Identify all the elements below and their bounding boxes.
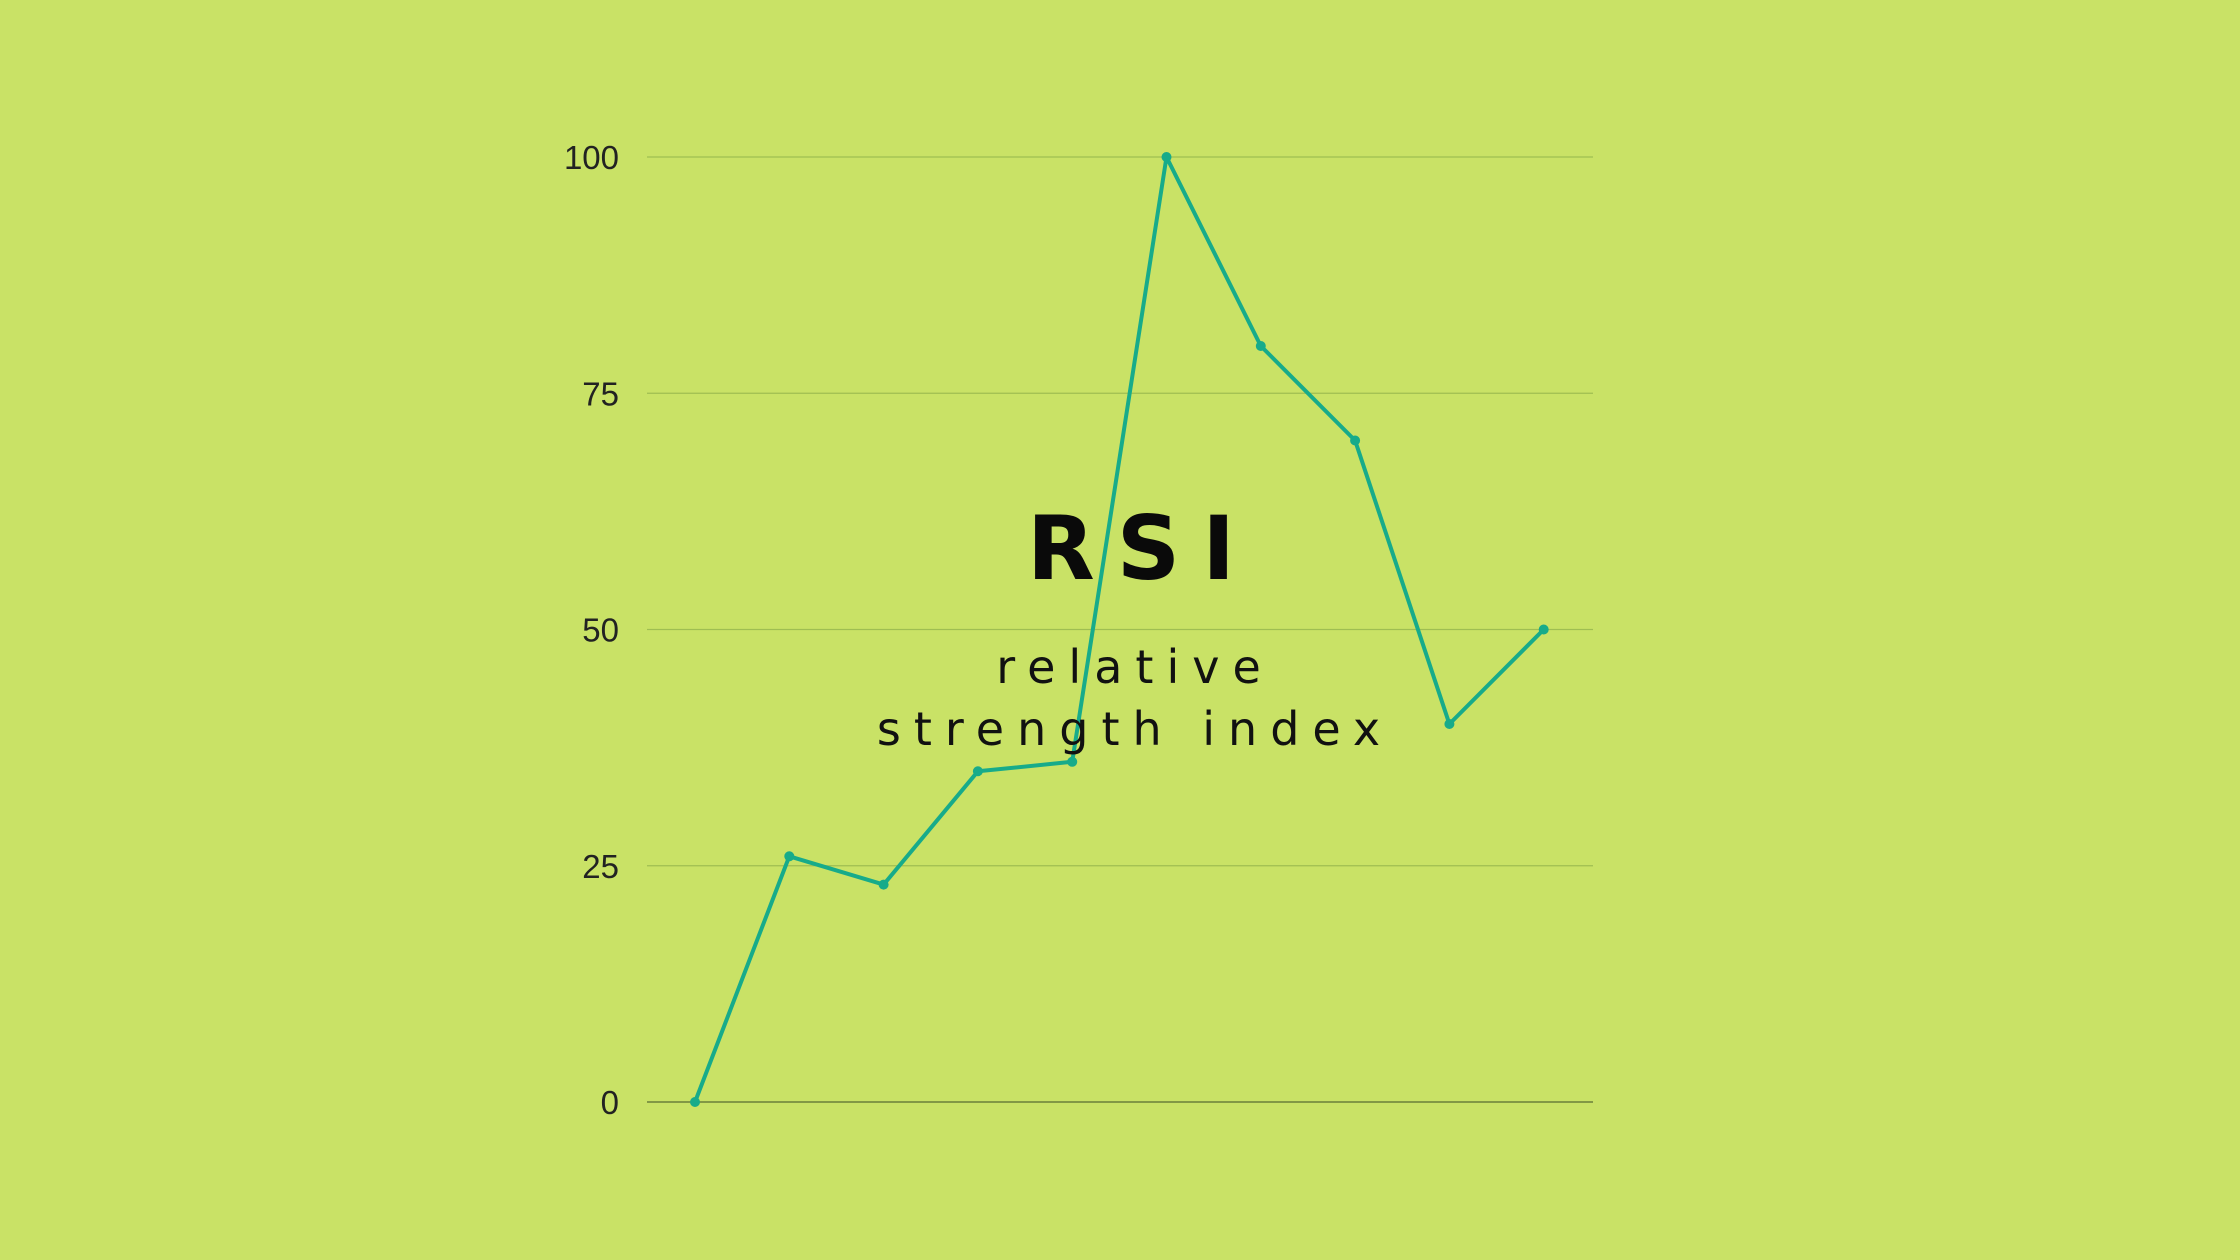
data-point: [1538, 624, 1549, 635]
data-point: [1161, 152, 1172, 162]
data-point: [878, 879, 889, 890]
data-point: [972, 766, 983, 777]
data-point: [1255, 341, 1266, 351]
rsi-data-points: [690, 152, 1549, 1107]
data-point: [690, 1097, 700, 1107]
data-point: [1067, 756, 1078, 767]
y-axis-tick-labels: 0 25 50 75 100: [564, 139, 619, 1121]
rsi-series-line: [693, 155, 1546, 1104]
data-point: [1444, 719, 1455, 729]
y-tick-label: 100: [564, 139, 619, 176]
y-tick-label: 75: [582, 375, 619, 412]
y-tick-label: 50: [582, 612, 619, 649]
data-point: [784, 851, 795, 862]
y-tick-label: 0: [601, 1084, 619, 1121]
gridlines: [647, 156, 1593, 1103]
y-tick-label: 25: [582, 848, 619, 885]
data-point: [1350, 435, 1361, 446]
